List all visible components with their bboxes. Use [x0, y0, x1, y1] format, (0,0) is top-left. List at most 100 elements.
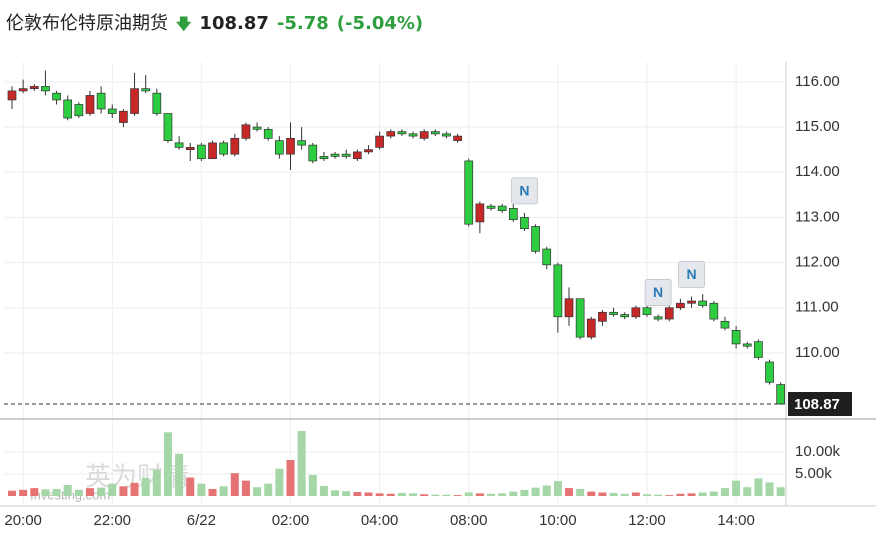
- volume-bar: [498, 493, 507, 496]
- candle-body: [341, 153, 351, 157]
- candle-body: [531, 226, 540, 252]
- volume-bar: [609, 492, 618, 496]
- news-marker[interactable]: N: [678, 260, 706, 288]
- volume-bar: [342, 491, 351, 496]
- candle-body: [542, 248, 552, 266]
- candle-body: [742, 343, 752, 347]
- candle-body: [453, 135, 462, 141]
- candle-body: [475, 203, 485, 223]
- candle-body: [486, 205, 496, 209]
- candle-body: [464, 160, 474, 225]
- candle-body: [364, 149, 373, 153]
- volume-bar: [41, 489, 50, 496]
- x-tick-label: 12:00: [628, 512, 666, 529]
- candle-body: [586, 318, 596, 338]
- candle-body: [308, 144, 318, 162]
- y-tick-label: 111.00: [795, 299, 839, 316]
- y-tick-label: 10.00k: [795, 443, 841, 460]
- candle-body: [141, 88, 151, 92]
- volume-bar: [509, 491, 518, 496]
- candle-body: [63, 99, 73, 119]
- last-price-label: 108.87: [794, 396, 840, 413]
- change: -5.78: [276, 13, 329, 34]
- candle-body: [130, 88, 139, 114]
- volume-bar: [8, 490, 16, 496]
- candle-body: [497, 205, 507, 211]
- volume-bar: [420, 494, 429, 496]
- volume-bar: [720, 488, 729, 496]
- volume-bar: [565, 488, 573, 496]
- candle-body: [230, 138, 240, 155]
- volume-bar: [576, 488, 585, 496]
- news-badge: [510, 177, 538, 205]
- candle-body: [352, 151, 362, 160]
- volume-bar: [108, 483, 117, 496]
- news-marker[interactable]: N: [510, 177, 538, 205]
- candle-body: [442, 133, 451, 137]
- news-badge: [678, 260, 706, 288]
- volume-bar: [765, 482, 774, 496]
- y-tick-label: 116.00: [795, 73, 840, 90]
- volume-bar: [97, 487, 106, 496]
- candle-body: [85, 95, 95, 114]
- volume-bar: [130, 482, 139, 496]
- candle-body: [520, 217, 529, 230]
- volume-bar: [308, 474, 317, 496]
- candle-body: [375, 135, 384, 148]
- volume-bar: [186, 477, 195, 496]
- candle-body: [152, 92, 162, 114]
- candle-body: [185, 147, 195, 150]
- y-tick-label: 114.00: [795, 163, 840, 180]
- news-label: N: [519, 183, 529, 199]
- news-marker[interactable]: N: [644, 279, 672, 307]
- candle-body: [29, 86, 39, 90]
- candle-body: [430, 131, 440, 135]
- candle-body: [642, 307, 652, 315]
- volume-bar: [52, 488, 61, 496]
- volume-bar: [631, 492, 640, 496]
- candle-body: [631, 307, 641, 318]
- candle-body: [687, 300, 696, 304]
- y-tick-label: 112.00: [795, 254, 840, 271]
- volume-bar: [163, 432, 172, 496]
- candle-body: [18, 88, 28, 92]
- volume-bar: [297, 430, 306, 496]
- volume-bar: [275, 468, 284, 496]
- candle-body: [720, 320, 730, 329]
- volume-bar: [642, 494, 651, 496]
- candle-body: [163, 113, 173, 141]
- candle-body: [553, 264, 563, 318]
- candle-body: [319, 156, 329, 160]
- volume-bar: [743, 487, 752, 496]
- volume-bar: [319, 485, 328, 496]
- candle-body: [286, 138, 295, 155]
- volume-bar: [409, 493, 418, 496]
- volume-bar: [431, 494, 440, 496]
- volume-bar: [475, 493, 484, 496]
- volume-bar: [598, 492, 607, 496]
- volume-bar: [286, 459, 295, 496]
- x-tick-label: 6/22: [187, 512, 216, 529]
- volume-bar: [487, 493, 496, 496]
- candle-body: [107, 108, 117, 114]
- x-tick-label: 14:00: [717, 512, 755, 529]
- candle-body: [241, 124, 251, 139]
- volume-bar: [542, 485, 551, 496]
- volume-bar: [74, 489, 83, 496]
- x-tick-label: 08:00: [450, 512, 488, 529]
- candle-body: [609, 311, 618, 315]
- y-tick-label: 5.00k: [795, 465, 832, 482]
- header: 伦敦布伦特原油期货 🡇 108.87 -5.78 (-5.04%): [6, 9, 431, 39]
- volume-bar: [442, 494, 451, 496]
- x-tick-label: 10:00: [539, 512, 577, 529]
- volume-bar: [386, 493, 395, 496]
- candle-body: [386, 131, 396, 137]
- news-badge: [644, 279, 672, 307]
- volume-bar: [397, 492, 406, 496]
- volume-bar: [553, 481, 562, 496]
- candle-body: [252, 126, 262, 130]
- volume-bar: [197, 483, 206, 496]
- volume-bar: [676, 493, 685, 496]
- volume-bar: [776, 487, 785, 496]
